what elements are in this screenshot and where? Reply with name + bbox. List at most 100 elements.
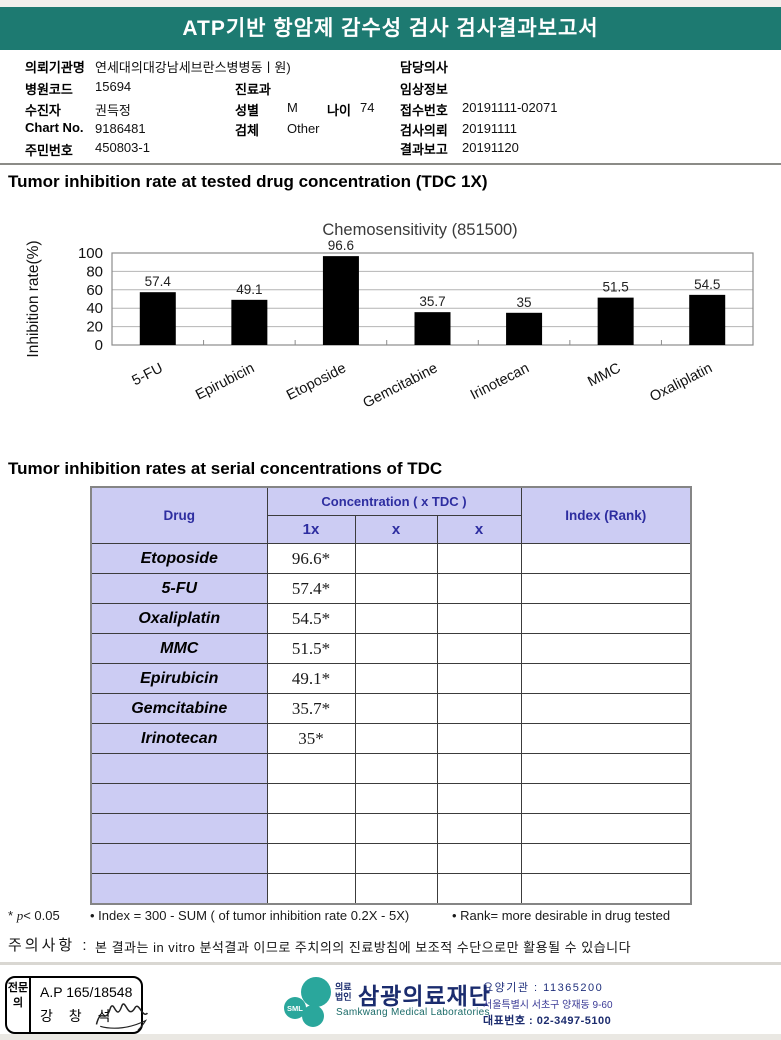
table-row: Oxaliplatin 54.5* [90,603,692,634]
drug-name-cell: Epirubicin [90,663,268,694]
sml-logo-icon: SML [284,977,331,1027]
logo-org-type: 의료법인 [335,982,352,1002]
label-patient-name: 수진자 [25,103,61,118]
drug-name-cell [90,873,268,904]
value-resident-no: 450803-1 [95,140,150,155]
footnote-significance: * p< 0.05 [8,908,60,923]
col-x3-header: x [436,515,522,544]
contact-institution-number: 요양기관 : 11365200 [483,982,604,994]
concentration-value-cell [266,873,356,904]
concentration-value-cell [436,603,522,634]
table-row [90,813,692,844]
y-tick-label: 80 [86,263,103,280]
drug-name-cell: 5-FU [90,573,268,604]
drug-name-cell: MMC [90,633,268,664]
bar-Epirubicin [231,299,268,345]
label-test-request-date: 검사의뢰 [400,123,448,138]
concentration-value-cell [436,543,522,574]
bar-value-label: 54.5 [694,277,720,292]
x-category-label: Etoposide [284,360,349,404]
col-index-header: Index (Rank) [520,486,692,544]
logo-name-en: Samkwang Medical Laboratories [336,1007,490,1018]
label-sex: 성별 [235,103,259,118]
logo-name: 삼광의료재단 [358,983,491,1009]
top-strip [0,0,781,7]
bottom-strip [0,1034,781,1040]
concentration-value-cell [266,783,356,814]
value-chart-no: 9186481 [95,121,146,136]
bar-value-label: 35.7 [419,294,445,309]
y-tick-label: 20 [86,319,103,336]
chart-title: Chemosensitivity (851500) [322,221,517,239]
col-concentration-header: Concentration ( x TDC ) [266,486,522,516]
concentration-value-cell [436,813,522,844]
col-drug-header: Drug [90,486,268,544]
section-title-tdc: Tumor inhibition rate at tested drug con… [8,172,488,191]
y-tick-label: 100 [78,245,103,262]
index-rank-cell [520,603,692,634]
bar-Irinotecan [506,312,543,345]
x-category-label: 5-FU [130,360,166,389]
bar-Gemcitabine [414,312,451,345]
specialist-stamp-box: 전문의 A.P 165/18548 강 창 석 [5,976,149,1034]
caution-label: 주의사항 : [8,937,90,954]
concentration-value-cell [436,843,522,874]
concentration-value-cell [354,663,438,694]
value-requesting-institution: 연세대의대강남세브란스병병동ㅣ원) [95,60,291,75]
table-row: Etoposide 96.6* [90,543,692,574]
concentration-value-cell [266,813,356,844]
value-test-request-date: 20191111 [462,121,517,136]
concentration-value-cell: 57.4* [266,573,356,604]
index-rank-cell [520,543,692,574]
x-category-label: Epirubicin [193,360,257,403]
concentration-value-cell [266,843,356,874]
drug-name-cell: Irinotecan [90,723,268,754]
bar-Oxaliplatin [689,294,726,345]
concentration-value-cell [354,693,438,724]
concentration-value-cell [354,723,438,754]
bar-value-label: 96.6 [328,238,354,253]
index-rank-cell [520,843,692,874]
section-divider-line [0,163,781,165]
stamp-license-number: A.P 165/18548 [40,984,133,1000]
footnote-index-formula: • Index = 300 - SUM ( of tumor inhibitio… [90,908,410,923]
label-doctor: 담당의사 [400,60,448,75]
caution-text: 본 결과는 in vitro 분석결과 이므로 주치의의 진료방침에 보조적 수… [95,940,632,955]
drug-name-cell: Gemcitabine [90,693,268,724]
concentration-value-cell [436,723,522,754]
x-category-label: Irinotecan [468,360,532,403]
footer-divider-line [0,962,781,965]
label-department: 진료과 [235,82,271,97]
label-requesting-institution: 의뢰기관명 [25,60,85,75]
concentration-value-cell [436,873,522,904]
bar-value-label: 49.1 [236,282,262,297]
drug-name-cell [90,813,268,844]
concentration-value-cell [354,783,438,814]
table-row [90,753,692,784]
concentration-value-cell [436,633,522,664]
concentration-value-cell: 35.7* [266,693,356,724]
bar-value-label: 51.5 [603,280,629,295]
index-rank-cell [520,723,692,754]
concentration-value-cell [436,663,522,694]
table-row [90,873,692,904]
concentration-value-cell [354,843,438,874]
stamp-role: 전문의 [7,978,31,1032]
index-rank-cell [520,573,692,604]
drug-name-cell: Oxaliplatin [90,603,268,634]
drug-name-cell [90,753,268,784]
label-specimen: 검체 [235,123,259,138]
contact-phone: 대표번호 : 02-3497-5100 [483,1015,612,1027]
concentration-table: Drug Concentration ( x TDC ) Index (Rank… [90,486,693,905]
table-row [90,843,692,874]
bar-Etoposide [322,256,359,345]
label-age: 나이 [327,103,351,118]
index-rank-cell [520,873,692,904]
concentration-value-cell: 54.5* [266,603,356,634]
stamp-doctor-name: 강 창 석 [40,1008,117,1024]
report-title: ATP기반 항암제 감수성 검사 검사결과보고서 [182,17,599,40]
bar-value-label: 57.4 [145,274,172,289]
label-resident-no: 주민번호 [25,143,73,158]
